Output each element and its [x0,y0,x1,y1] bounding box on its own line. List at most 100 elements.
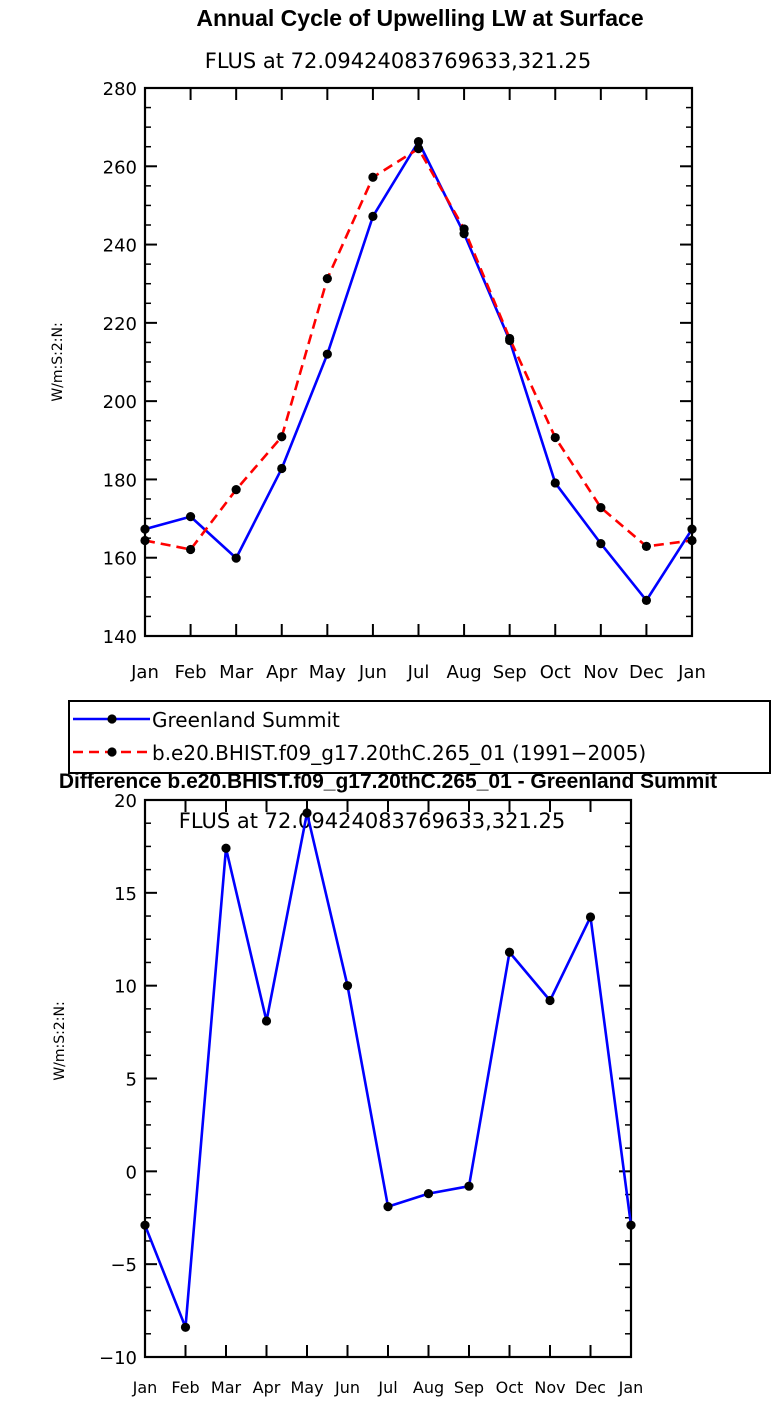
x-tick-label: Aug [447,662,482,683]
x-tick-label: Sep [454,1378,484,1397]
series-1-point [342,981,353,991]
series-2-point [596,503,606,513]
series-2-point [322,274,332,284]
series-2-point [550,432,560,443]
series-1-point [464,1181,474,1191]
x-tick-label: Jul [377,1378,397,1397]
y-tick-label: 180 [103,470,137,491]
y-tick-label: 200 [103,392,137,413]
x-tick-label: Jun [358,662,387,683]
series-1-point [687,524,697,534]
x-tick-label: Jan [132,1378,158,1397]
x-tick-label: Jan [130,662,159,683]
legend-entries [73,714,150,757]
series-1-point [626,1220,636,1230]
series-2-point [687,535,697,546]
series-2-point [641,541,652,551]
y-tick-label: 280 [103,79,137,100]
series-1-point [550,478,560,488]
x-tick-label: Sep [493,662,527,683]
x-tick-label: May [309,662,347,683]
x-tick-label: Dec [575,1378,606,1397]
y-tick-label: 5 [126,1070,137,1091]
x-tick-label: Nov [583,662,618,683]
series-1-point [413,137,424,147]
legend-box [68,700,771,774]
series-1-point [185,512,196,522]
series-1-point [368,211,378,221]
y-tick-label: 140 [103,627,137,648]
x-tick-label: Feb [171,1378,199,1397]
legend-marker-2 [107,747,117,757]
series-1-point [231,553,241,563]
series-line-1 [143,811,633,1329]
series-1-point [596,539,606,549]
series-1-point [545,995,555,1006]
y-tick-label: −5 [110,1255,137,1276]
x-tick-label: Jan [677,662,706,683]
y-tick-label: 240 [103,236,137,257]
legend: Greenland Summit b.e20.BHIST.f09_g17.20t… [68,700,771,774]
x-tick-label: Feb [175,662,207,683]
series-2-point [505,333,515,344]
chart1-subtitle: FLUS at 72.09424083769633,321.25 [205,49,592,73]
x-tick-label: Jan [618,1378,644,1397]
x-tick-label: Apr [253,1378,281,1397]
series-1-point [504,947,515,957]
y-tick-label: 160 [103,549,137,570]
series-1-point [322,349,332,359]
chart1-plot-area [140,137,697,605]
series-line-1 [144,140,694,602]
x-tick-label: Oct [496,1378,524,1397]
x-tick-label: Nov [534,1378,565,1397]
series-1-point [423,1189,434,1199]
y-tick-label: 10 [114,977,137,998]
series-2-point [231,485,241,495]
series-2-point [277,432,287,442]
series-1-point [277,463,287,474]
x-tick-label: Oct [540,662,571,683]
series-1-point [302,808,312,818]
chart2-axes: −10 −5 0 5 10 15 20 Jan Feb Mar Apr May Jun Jul Aug Sep… [99,791,643,1397]
series-1-point [585,912,596,922]
x-tick-label: May [290,1378,323,1397]
chart1-y-axis-label: W/m:S:2:N: [50,322,66,401]
y-tick-label: 0 [126,1162,137,1183]
x-tick-label: Jun [334,1378,360,1397]
series-2-point [185,544,196,555]
y-tick-label: 20 [114,791,137,812]
chart2-subtitle: FLUS at 72.09424083769633,321.25 [179,809,566,833]
chart2-plot-area [140,808,636,1332]
y-tick-label: −10 [99,1348,137,1369]
chart1-axes: 140 160 180 200 220 240 260 280 Jan Feb Mar Apr May J… [103,79,706,683]
series-1-point [641,595,652,605]
y-tick-label: 220 [103,314,137,335]
x-tick-label: Apr [266,662,298,683]
x-tick-label: Mar [219,662,254,683]
series-1-point [140,524,150,534]
legend-label-model-run: b.e20.BHIST.f09_g17.20thC.265_01 (1991−2… [152,741,646,765]
series-1-point [140,1220,150,1230]
chart1-title: Annual Cycle of Upwelling LW at Surface [196,5,643,31]
chart2-frame [143,798,633,1359]
series-1-point [221,843,231,853]
series-2-point [459,224,469,234]
series-1-point [383,1202,393,1212]
series-line-2 [144,147,693,551]
series-2-point [140,535,150,546]
x-tick-label: Aug [413,1378,444,1397]
chart2-title: Difference b.e20.BHIST.f09_g17.20thC.265… [59,770,717,793]
x-tick-label: Dec [629,662,664,683]
series-2-point [413,144,424,154]
legend-label-greenland-summit: Greenland Summit [152,708,340,732]
chart2-y-axis-label: W/m:S:2:N: [52,1001,68,1080]
series-1-point [261,1016,272,1026]
legend-marker-1 [107,714,117,724]
y-tick-label: 15 [114,884,137,905]
x-tick-label: Jul [407,662,430,683]
series-1-point [180,1322,191,1332]
x-tick-label: Mar [211,1378,242,1397]
series-2-point [368,172,378,182]
y-tick-label: 260 [103,157,137,178]
